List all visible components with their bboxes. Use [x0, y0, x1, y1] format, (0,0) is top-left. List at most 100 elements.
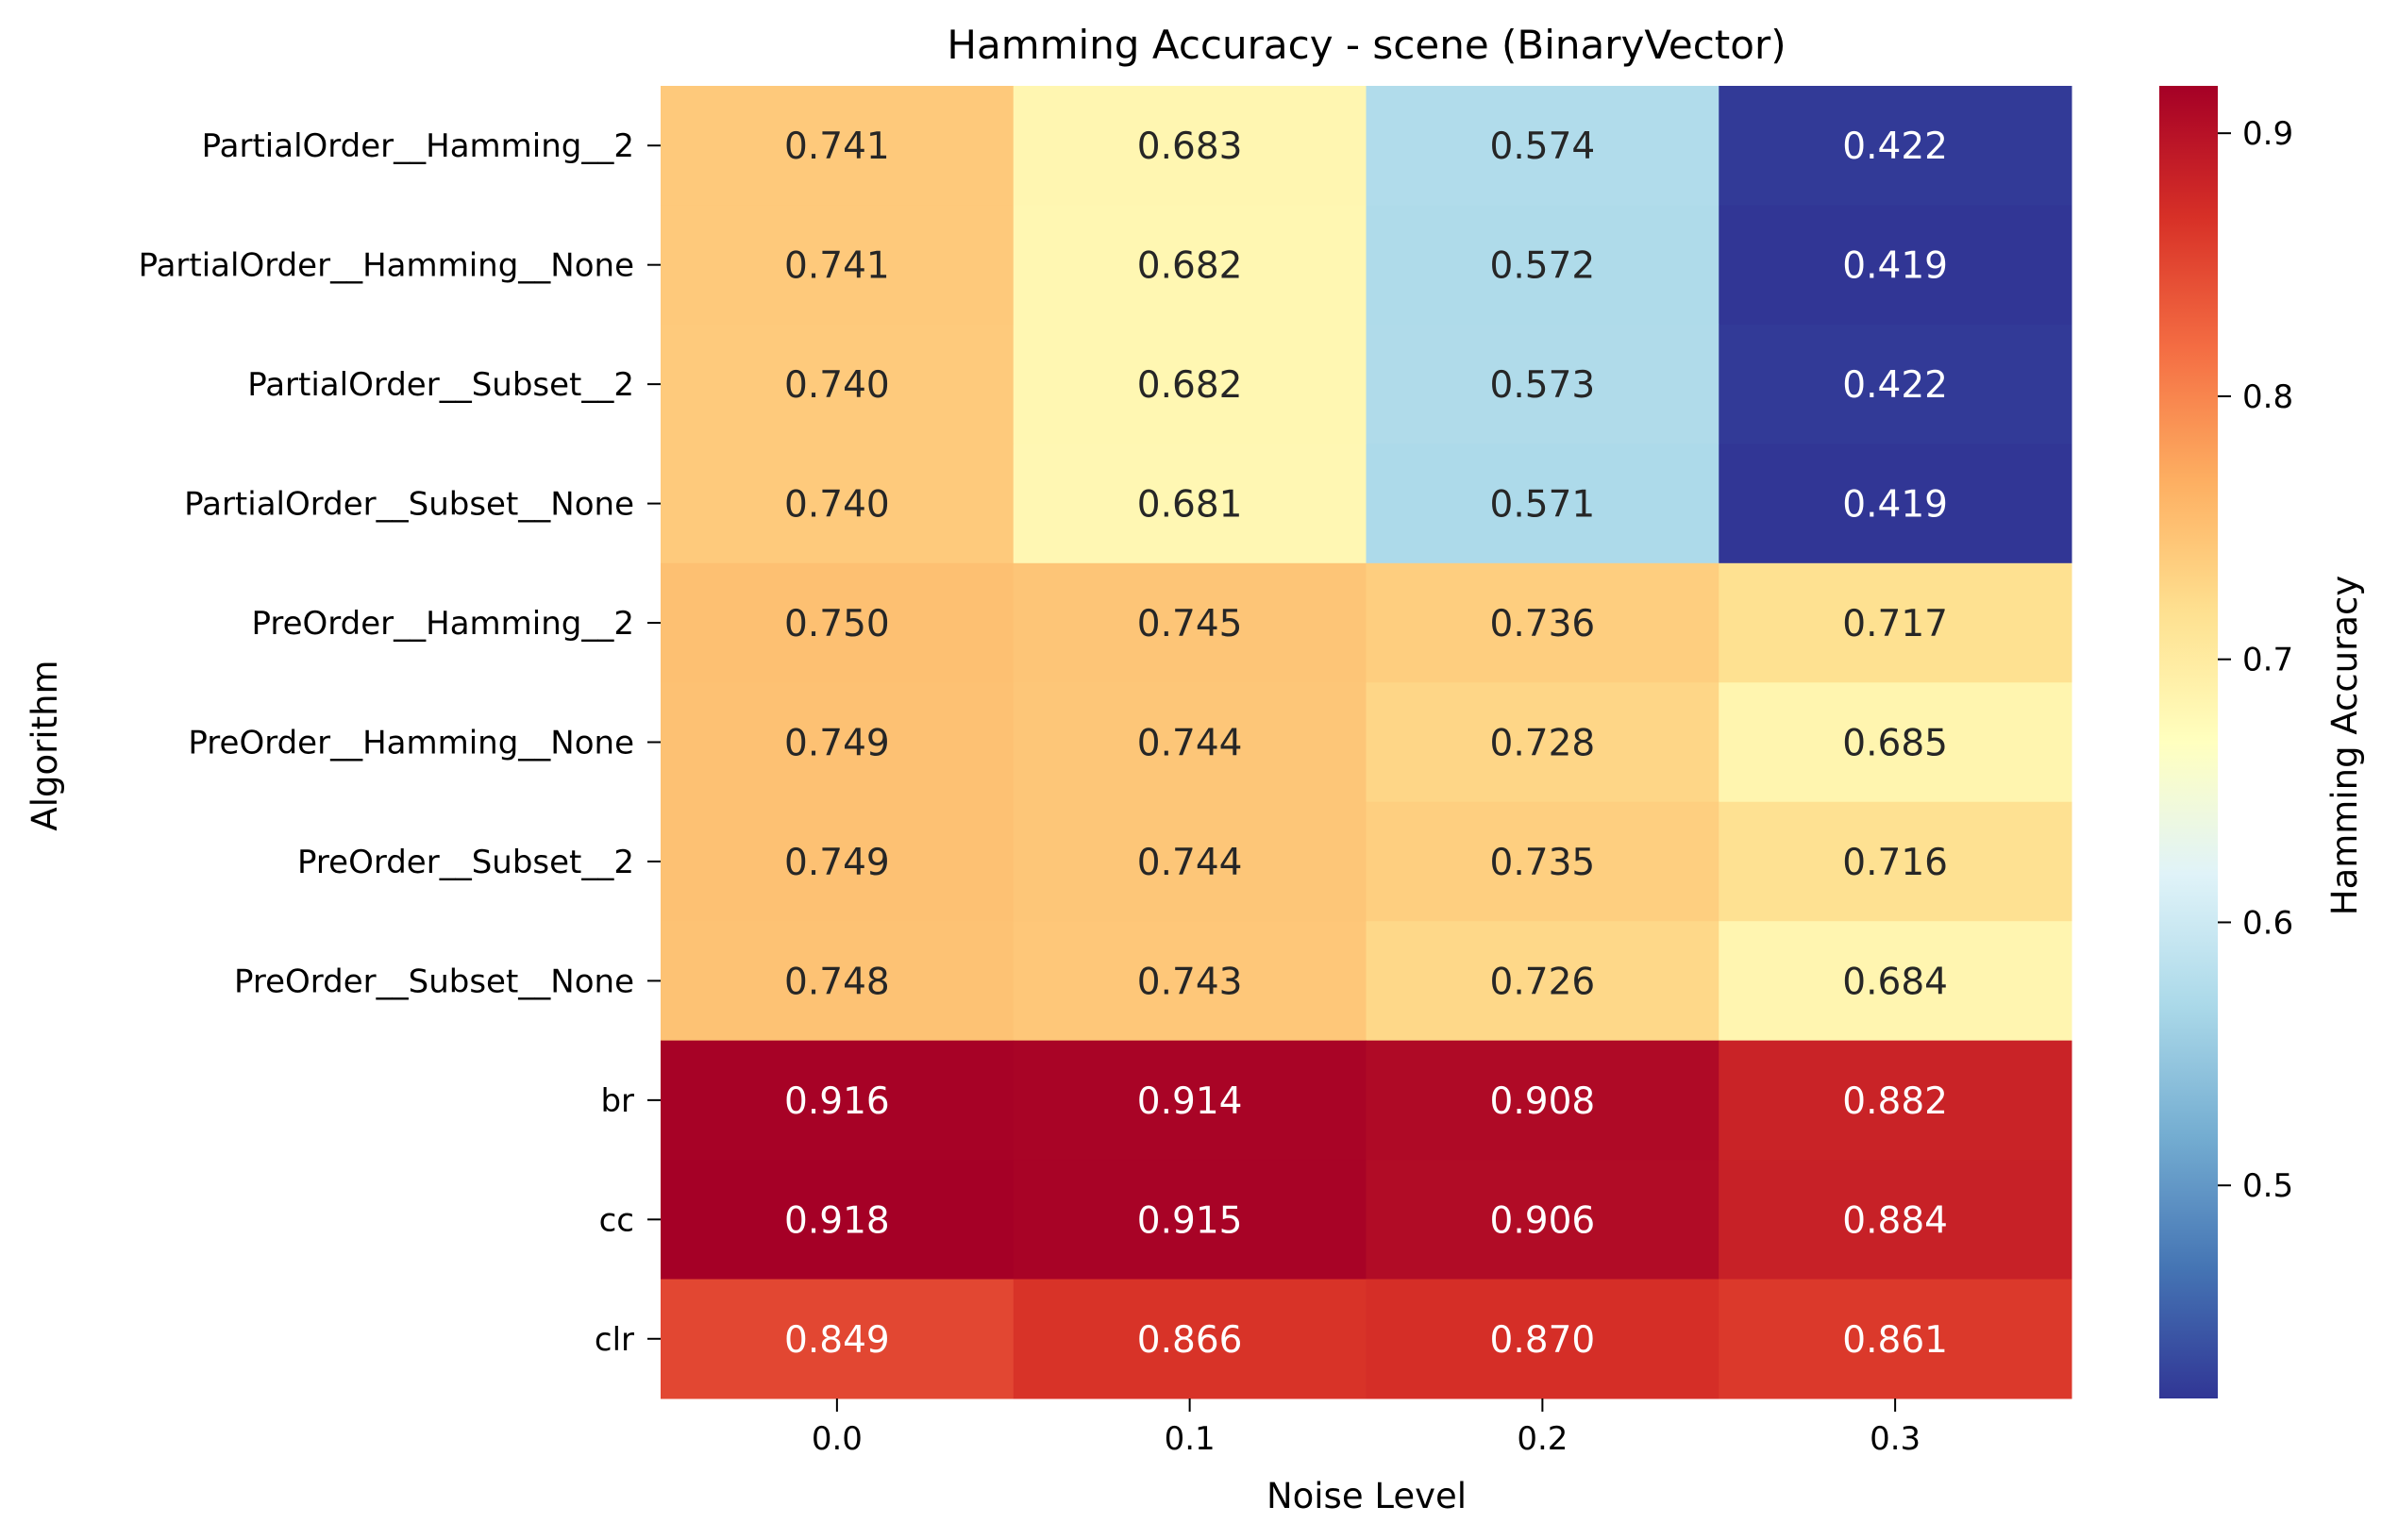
cell-value-label: 0.741 [784, 245, 890, 288]
colorbar-tick-label: 0.5 [2242, 1167, 2293, 1205]
y-tick-labels: PartialOrder__Hamming__2 PartialOrder__Ha… [139, 127, 661, 1359]
y-tick-label: PartialOrder__Subset__None [184, 486, 634, 524]
heatmap-cells: 0.741 0.683 0.574 0.422 0.741 0.682 0.572 0.419… [661, 86, 2072, 1399]
colorbar-gradient [2159, 86, 2218, 1398]
heatmap-cell [661, 444, 1015, 564]
x-tick-label: 0.0 [812, 1420, 863, 1458]
cell-value-label: 0.918 [784, 1199, 890, 1242]
heatmap-cell [661, 1040, 1015, 1161]
cell-value-label: 0.419 [1842, 484, 1948, 527]
cell-value-label: 0.726 [1490, 961, 1596, 1003]
cell-value-label: 0.572 [1490, 245, 1596, 288]
cell-value-label: 0.422 [1842, 364, 1948, 407]
y-tick-label: PartialOrder__Subset__2 [247, 366, 634, 404]
cell-value-label: 0.915 [1137, 1199, 1243, 1242]
heatmap-cell [1013, 324, 1367, 444]
heatmap-cell [1366, 324, 1719, 444]
heatmap-cell [1719, 205, 2072, 326]
heatmap-cell [1013, 801, 1367, 922]
cell-value-label: 0.906 [1490, 1199, 1596, 1242]
colorbar-tick-label: 0.8 [2242, 378, 2293, 416]
heatmap-cell [1719, 801, 2072, 922]
heatmap-cell [1719, 324, 2072, 444]
cell-value-label: 0.574 [1490, 126, 1596, 168]
cell-value-label: 0.685 [1842, 723, 1948, 765]
y-tick-label: PreOrder__Hamming__None [188, 725, 634, 762]
cell-value-label: 0.744 [1137, 723, 1243, 765]
cell-value-label: 0.716 [1842, 842, 1948, 884]
heatmap-cell [661, 682, 1015, 803]
colorbar-tick-label: 0.7 [2242, 642, 2293, 679]
heatmap-cell [1013, 205, 1367, 326]
heatmap-cell [1366, 1279, 1719, 1399]
heatmap-cell [1719, 1279, 2072, 1399]
y-tick-label: PreOrder__Subset__2 [297, 844, 634, 881]
cell-value-label: 0.908 [1490, 1080, 1596, 1123]
cell-value-label: 0.736 [1490, 603, 1596, 645]
heatmap-cell [1719, 921, 2072, 1042]
cell-value-label: 0.743 [1137, 961, 1243, 1003]
heatmap-cell [1366, 682, 1719, 803]
colorbar-tick-label: 0.9 [2242, 115, 2293, 153]
heatmap-cell [1013, 86, 1367, 206]
colorbar: 0.5 0.6 0.7 0.8 0.9 [2159, 86, 2293, 1398]
cell-value-label: 0.571 [1490, 484, 1596, 527]
heatmap-cell [1013, 921, 1367, 1042]
heatmap-cell [1013, 562, 1367, 683]
heatmap-cell [661, 921, 1015, 1042]
heatmap-cell [1719, 86, 2072, 206]
cell-value-label: 0.745 [1137, 603, 1243, 645]
heatmap-cell [1719, 444, 2072, 564]
heatmap-cell [1366, 801, 1719, 922]
cell-value-label: 0.750 [784, 603, 890, 645]
colorbar-tick-label: 0.6 [2242, 904, 2293, 942]
heatmap-cell [661, 324, 1015, 444]
heatmap-cell [1013, 444, 1367, 564]
heatmap-cell [1719, 1040, 2072, 1161]
heatmap-cell [1366, 921, 1719, 1042]
heatmap-cell [1719, 1160, 2072, 1281]
cell-value-label: 0.419 [1842, 245, 1948, 288]
cell-value-label: 0.684 [1842, 961, 1948, 1003]
heatmap-cell [1366, 205, 1719, 326]
cell-value-label: 0.914 [1137, 1080, 1243, 1123]
cell-value-label: 0.884 [1842, 1199, 1948, 1242]
x-tick-label: 0.2 [1517, 1420, 1568, 1458]
x-tick-label: 0.1 [1165, 1420, 1216, 1458]
cell-value-label: 0.861 [1842, 1319, 1948, 1362]
cell-value-label: 0.748 [784, 961, 890, 1003]
heatmap-cell [661, 86, 1015, 206]
heatmap-cell [1366, 444, 1719, 564]
cell-value-label: 0.681 [1137, 484, 1243, 527]
colorbar-label: Hamming Accuracy [2324, 576, 2365, 915]
cell-value-label: 0.735 [1490, 842, 1596, 884]
heatmap-cell [661, 562, 1015, 683]
heatmap-cell [661, 801, 1015, 922]
y-tick-label: PreOrder__Hamming__2 [251, 605, 634, 643]
cell-value-label: 0.882 [1842, 1080, 1948, 1123]
cell-value-label: 0.749 [784, 723, 890, 765]
cell-value-label: 0.870 [1490, 1319, 1596, 1362]
cell-value-label: 0.682 [1137, 364, 1243, 407]
heatmap-cell [1366, 1040, 1719, 1161]
cell-value-label: 0.682 [1137, 245, 1243, 288]
cell-value-label: 0.422 [1842, 126, 1948, 168]
cell-value-label: 0.683 [1137, 126, 1243, 168]
heatmap-cell [1013, 1040, 1367, 1161]
cell-value-label: 0.741 [784, 126, 890, 168]
heatmap-cell [661, 205, 1015, 326]
cell-value-label: 0.573 [1490, 364, 1596, 407]
cell-value-label: 0.849 [784, 1319, 890, 1362]
x-tick-labels: 0.0 0.1 0.2 0.3 [812, 1398, 1921, 1458]
y-tick-label: cc [599, 1201, 634, 1239]
heatmap-cell [1013, 1279, 1367, 1399]
heatmap-cell [1719, 562, 2072, 683]
heatmap-cell [1366, 1160, 1719, 1281]
cell-value-label: 0.728 [1490, 723, 1596, 765]
cell-value-label: 0.740 [784, 364, 890, 407]
cell-value-label: 0.866 [1137, 1319, 1243, 1362]
heatmap-cell [661, 1160, 1015, 1281]
x-axis-label: Noise Level [1266, 1476, 1467, 1516]
y-tick-label: PartialOrder__Hamming__2 [202, 127, 634, 165]
